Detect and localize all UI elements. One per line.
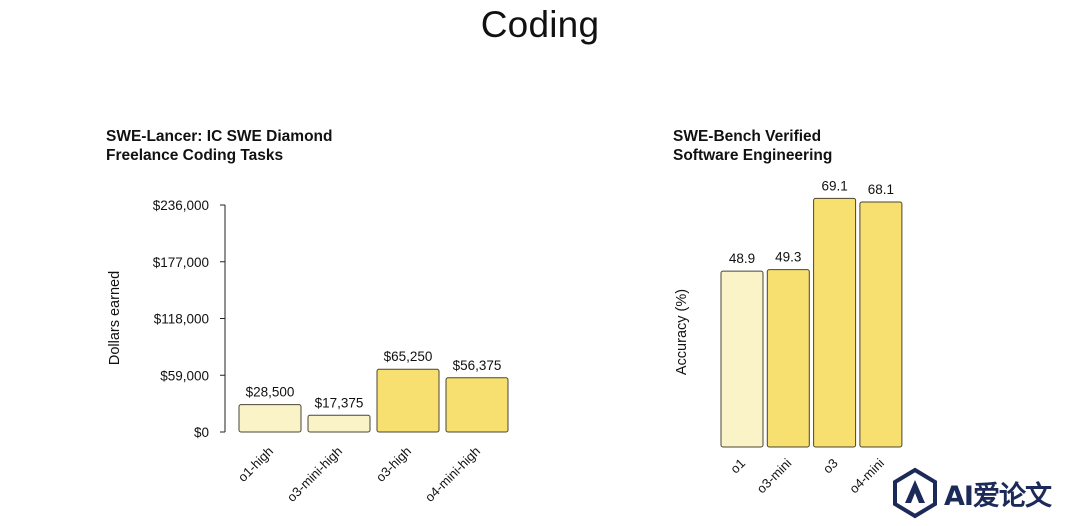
bar [376,368,440,433]
bar [859,201,903,448]
chart-title-swe-bench: SWE-Bench Verified Software Engineering [673,127,832,165]
data-label: 68.1 [868,182,894,197]
y-tick-label: $118,000 [154,312,209,327]
data-label: $17,375 [315,395,364,410]
y-tick-label: $236,000 [153,198,209,213]
data-label: $28,500 [246,385,295,400]
watermark: AI爱论文 [892,465,1072,521]
bar [238,404,302,433]
bar [766,269,810,448]
page-title: Coding [480,4,600,45]
y-tick-label: $0 [194,425,209,440]
chart-title-line: Software Engineering [673,147,833,164]
y-tick-label: $59,000 [160,368,209,383]
x-tick-label: o1 [727,456,748,477]
y-axis-label: Dollars earned [107,271,123,365]
watermark-text: AI爱论文 [944,480,1052,512]
y-axis-label: Accuracy (%) [674,289,690,375]
x-tick-label: o3-mini [754,455,795,496]
data-label: 48.9 [729,251,755,266]
data-label: 49.3 [775,250,801,265]
chart-title-swe-lancer: SWE-Lancer: IC SWE Diamond Freelance Cod… [106,127,333,165]
data-label: 69.1 [821,178,847,193]
chart-title-line: SWE-Lancer: IC SWE Diamond [106,128,333,145]
x-tick-label: o4-mini [846,455,887,496]
data-label: $65,250 [384,349,433,364]
chart-title-line: SWE-Bench Verified [673,128,822,145]
x-tick-label: o3 [820,456,841,477]
y-tick-label: $177,000 [153,255,209,270]
logo-icon [893,467,937,519]
bar [445,377,509,433]
bar [307,414,371,433]
bar [813,197,857,448]
data-label: $56,375 [453,358,502,373]
bar [720,270,764,448]
chart-title-line: Freelance Coding Tasks [106,147,284,164]
